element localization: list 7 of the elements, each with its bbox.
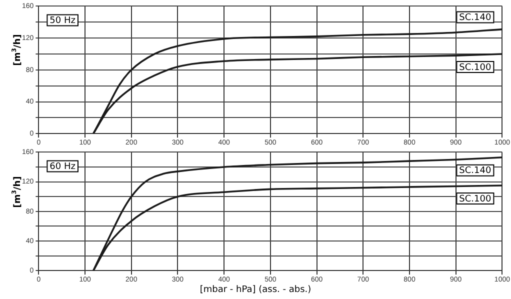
series-label: SC.100 [459, 194, 492, 204]
x-axis-title: [mbar - hPa] (ass. - abs.) [198, 285, 312, 295]
text: 60 Hz [50, 162, 76, 172]
text: 50 Hz [50, 16, 76, 26]
series-label: SC.140 [459, 166, 492, 176]
series-label: SC.140 [459, 13, 492, 24]
series-label: SC.100 [459, 62, 492, 73]
